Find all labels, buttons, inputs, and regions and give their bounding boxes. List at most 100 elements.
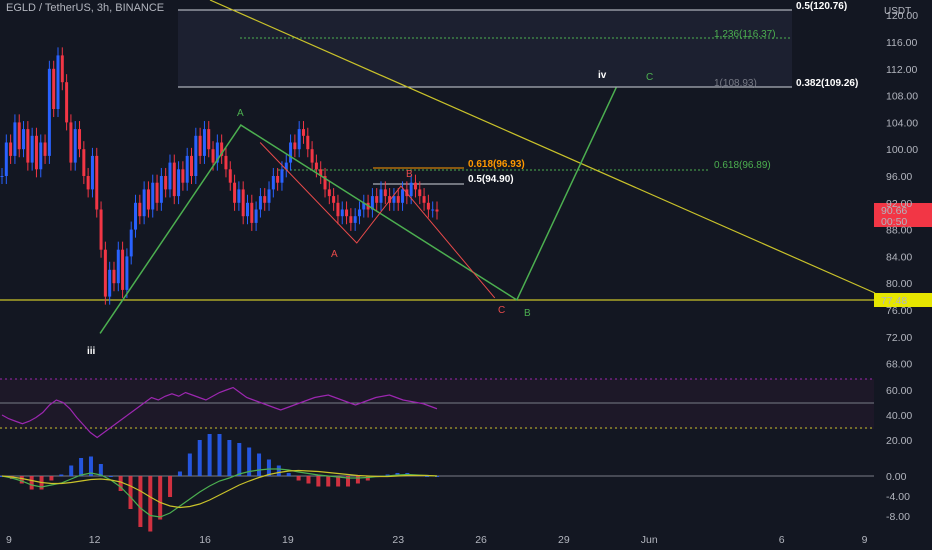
macd-histogram-bar: [425, 476, 430, 477]
price-tick-label: 84.00: [886, 251, 912, 263]
price-tick-label: 76.00: [886, 305, 912, 317]
time-tick-label: 26: [475, 534, 487, 546]
macd-histogram-bar: [365, 476, 370, 481]
rsi-tick-label: 20.00: [886, 435, 912, 447]
candle-body: [125, 256, 129, 290]
price-tick-label: 120.00: [886, 10, 918, 22]
macd-histogram-bar: [237, 443, 242, 476]
candle-body: [336, 202, 340, 217]
candle-body: [254, 209, 258, 223]
macd-histogram-bar: [187, 453, 192, 476]
candle-body: [237, 189, 241, 203]
signal-line: [1, 469, 438, 509]
candle-body: [159, 176, 163, 203]
macd-histogram-bar: [257, 453, 262, 476]
candle-body: [22, 129, 26, 150]
macd-histogram-bar: [98, 464, 103, 476]
candle-body: [9, 142, 13, 156]
price-tick-label: 112.00: [886, 64, 917, 76]
candle-body: [280, 169, 284, 183]
macd-histogram-bar: [355, 476, 360, 484]
candle-body: [289, 142, 293, 163]
macd-tick-label: -4.00: [886, 491, 910, 503]
macd-histogram-bar: [88, 456, 93, 476]
price-tick-label: 96.00: [886, 171, 912, 183]
candle-body: [78, 129, 82, 150]
candle-body: [185, 155, 189, 183]
macd-line: [1, 468, 438, 518]
candle-body: [138, 202, 142, 217]
macd-histogram-bar: [336, 476, 341, 487]
macd-tick-label: 0.00: [886, 471, 907, 483]
macd-histogram-bar: [227, 440, 232, 476]
candle-body: [168, 162, 172, 190]
fib-label-0618-green: 0.618(96.89): [714, 160, 771, 171]
rsi-band: [0, 379, 874, 429]
macd-pane: [0, 434, 874, 532]
price-tick-label: 104.00: [886, 117, 918, 129]
chart-title: EGLD / TetherUS, 3h, BINANCE: [6, 2, 165, 14]
candle-body: [26, 129, 30, 163]
price-tick-label: 72.00: [886, 332, 912, 344]
wave-label-green-b: B: [524, 308, 531, 319]
macd-histogram-bar: [19, 476, 24, 484]
fib-label-1236: 1.236(116.37): [714, 29, 776, 40]
macd-histogram-bar: [59, 474, 64, 476]
candle-body: [73, 129, 77, 163]
candle-body: [396, 196, 400, 203]
axis-unit-label: USDT: [884, 6, 912, 17]
support-price-value: 77.48: [881, 295, 907, 307]
candle-body: [155, 182, 159, 203]
macd-histogram-bar: [128, 476, 133, 509]
candle-body: [306, 135, 310, 150]
candle-body: [108, 269, 112, 297]
support-price-badge: [874, 293, 932, 307]
fib-label-1: 1(108.93): [714, 78, 757, 89]
candle-body: [276, 176, 280, 183]
candle-body: [194, 135, 198, 176]
last-price-countdown: 00:50: [881, 216, 907, 228]
candle-body: [99, 209, 103, 250]
candle-body: [435, 209, 439, 212]
candle-body: [362, 202, 366, 210]
price-axis: 120.00 116.00 112.00 108.00 104.00 100.00 96.0…: [886, 10, 918, 523]
macd-histogram-bar: [158, 476, 163, 520]
wave-label-iv: iv: [598, 70, 607, 81]
macd-histogram-bar: [197, 440, 202, 476]
candle-body: [142, 189, 146, 217]
time-tick-label: 9: [862, 534, 868, 546]
rsi-tick-label: 60.00: [886, 385, 912, 397]
price-tick-label: 80.00: [886, 278, 912, 290]
macd-histogram-bar: [49, 476, 54, 481]
rsi-line: [1, 386, 438, 439]
candles: [0, 47, 439, 305]
macd-histogram-bar: [118, 476, 123, 491]
descending-trendline: [209, 0, 876, 294]
candle-body: [13, 122, 17, 156]
candle-body: [418, 189, 422, 197]
candle-body: [340, 209, 344, 217]
candle-body: [413, 182, 417, 190]
candle-body: [0, 176, 4, 177]
price-tick-label: 88.00: [886, 225, 912, 237]
macd-histogram-bar: [177, 471, 182, 476]
candle-body: [323, 176, 327, 190]
wave-label-red-b: B: [406, 169, 413, 180]
candle-body: [357, 209, 361, 217]
fib-label-0618-orange: 0.618(96.93): [468, 159, 525, 170]
candle-body: [345, 209, 349, 217]
price-tick-label: 100.00: [886, 144, 918, 156]
candle-body: [52, 68, 56, 109]
candle-body: [198, 135, 202, 156]
candle-body: [34, 135, 38, 170]
wave-label-green-c: C: [646, 72, 653, 83]
candle-body: [90, 155, 94, 190]
macd-histogram-bar: [435, 476, 439, 477]
candle-body: [332, 196, 336, 203]
wave-label-iii: iii: [87, 346, 96, 357]
macd-histogram-bar: [276, 465, 281, 476]
candle-body: [172, 162, 176, 197]
candle-body: [82, 149, 86, 176]
time-tick-label: 29: [558, 534, 570, 546]
